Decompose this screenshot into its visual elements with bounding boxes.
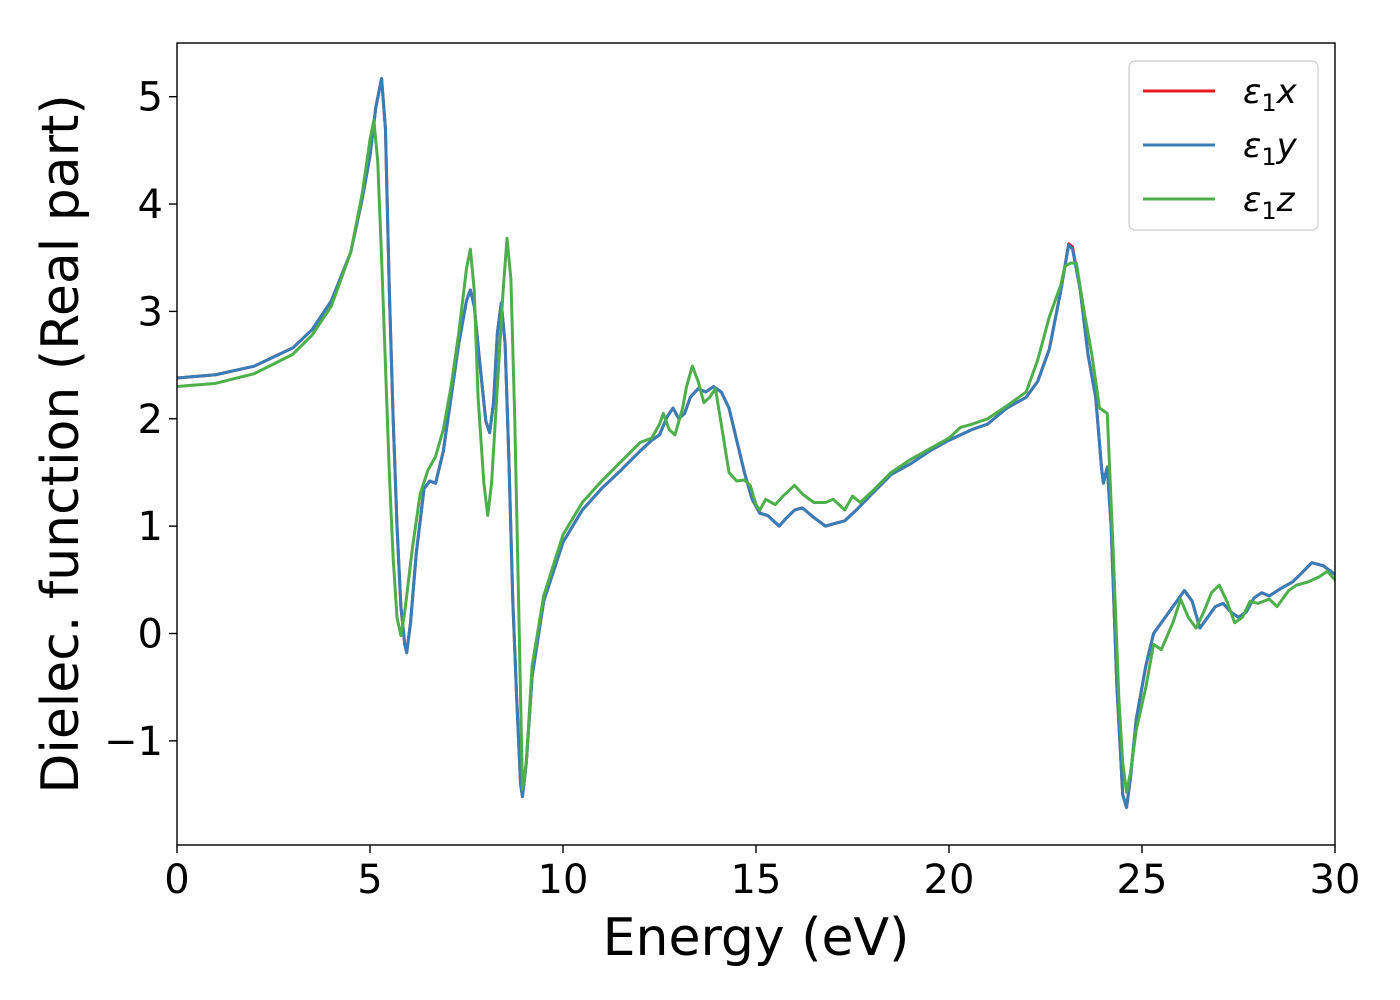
x-axis: 0 5 10 15 20 25 30 <box>164 845 1360 903</box>
series-line-3 <box>177 118 1335 794</box>
x-tick-label: 5 <box>357 857 382 903</box>
x-axis-title: Energy (eV) <box>603 908 910 968</box>
y-axis-title: Dielec. function (Real part) <box>31 94 91 793</box>
legend-label-3: ε1z <box>1243 180 1296 225</box>
y-tick-label: 3 <box>138 289 163 335</box>
legend-box <box>1128 60 1319 231</box>
x-tick-label: 0 <box>164 857 189 903</box>
plot-lines <box>177 76 1335 809</box>
x-tick-label: 25 <box>1117 857 1168 903</box>
y-tick-label: 5 <box>138 75 163 121</box>
legend: ε1x ε1y ε1z <box>1128 60 1319 231</box>
x-tick-label: 15 <box>731 857 782 903</box>
x-tick-label: 30 <box>1310 857 1361 903</box>
y-tick-label: −1 <box>104 719 163 765</box>
x-tick-label: 20 <box>924 857 975 903</box>
y-tick-label: 4 <box>138 182 163 228</box>
series-line-2 <box>177 76 1335 809</box>
y-tick-label: 2 <box>138 397 163 443</box>
x-tick-label: 10 <box>538 857 589 903</box>
y-tick-label: 0 <box>138 611 163 657</box>
legend-label-2: ε1y <box>1243 126 1298 171</box>
y-tick-label: 1 <box>138 504 163 550</box>
legend-label-1: ε1x <box>1243 72 1298 117</box>
y-axis: −1 0 1 2 3 4 5 <box>104 75 177 765</box>
